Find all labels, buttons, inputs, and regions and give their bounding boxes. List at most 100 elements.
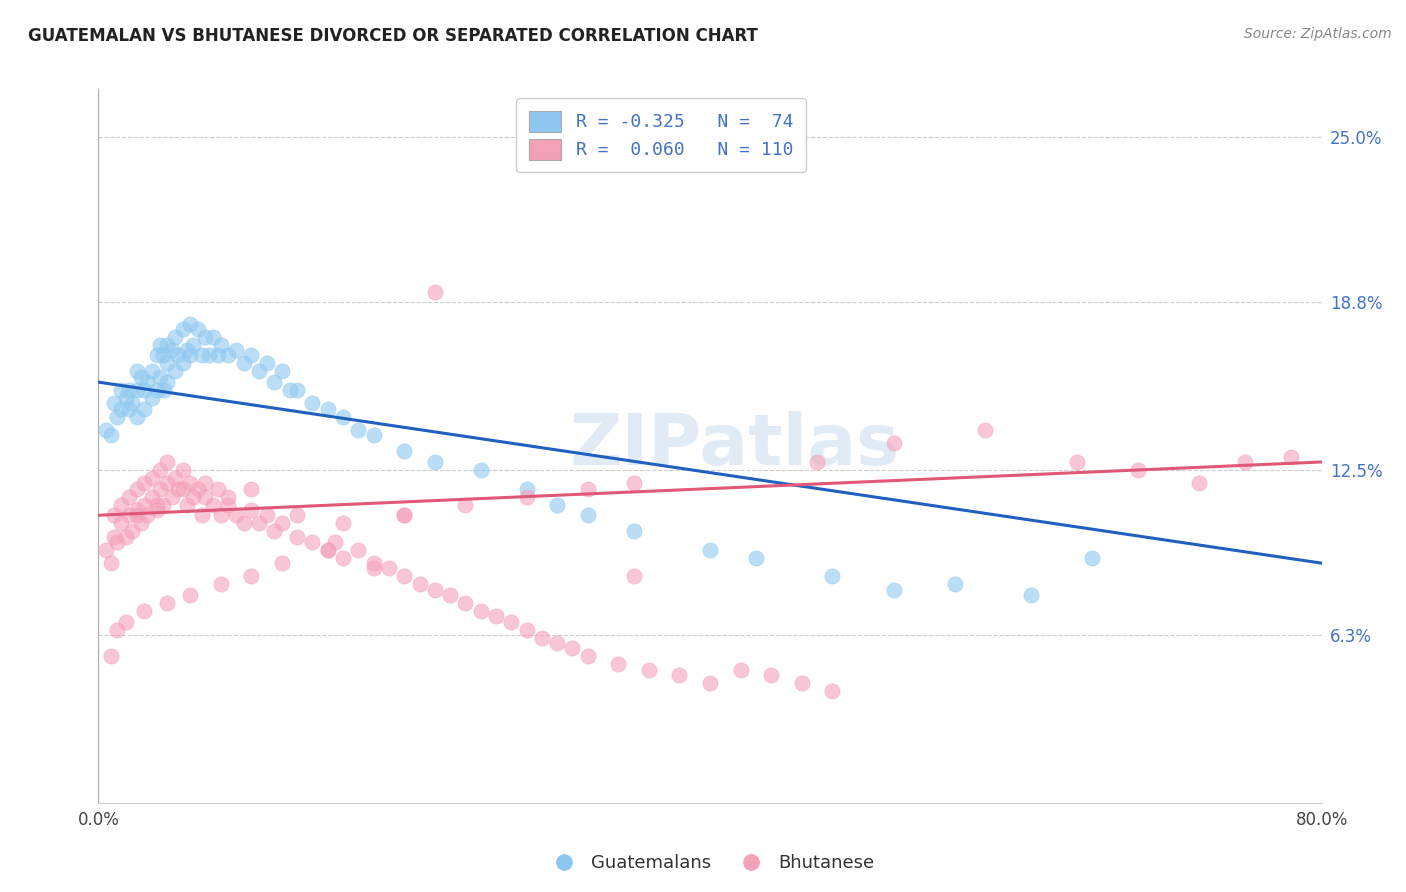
- Point: [423, 455, 446, 469]
- Point: [363, 561, 385, 575]
- Point: [408, 577, 430, 591]
- Point: [136, 375, 159, 389]
- Point: [270, 556, 292, 570]
- Point: [316, 401, 339, 416]
- Point: [181, 490, 204, 504]
- Point: [209, 577, 232, 591]
- Point: [1066, 455, 1088, 469]
- Point: [134, 476, 156, 491]
- Point: [699, 676, 721, 690]
- Point: [125, 383, 148, 397]
- Point: [149, 369, 172, 384]
- Point: [759, 668, 782, 682]
- Point: [121, 524, 143, 539]
- Point: [576, 649, 599, 664]
- Point: [699, 542, 721, 557]
- Point: [423, 582, 446, 597]
- Point: [115, 529, 138, 543]
- Point: [285, 529, 308, 543]
- Point: [730, 663, 752, 677]
- Point: [821, 684, 844, 698]
- Point: [191, 508, 214, 523]
- Point: [149, 482, 172, 496]
- Point: [129, 369, 152, 384]
- Point: [247, 516, 270, 531]
- Point: [561, 641, 583, 656]
- Point: [263, 524, 285, 539]
- Point: [256, 356, 278, 370]
- Point: [110, 401, 132, 416]
- Point: [217, 498, 239, 512]
- Point: [167, 482, 190, 496]
- Point: [149, 338, 172, 352]
- Point: [118, 508, 141, 523]
- Point: [225, 343, 247, 358]
- Point: [285, 383, 308, 397]
- Point: [637, 663, 661, 677]
- Point: [316, 542, 339, 557]
- Point: [285, 508, 308, 523]
- Point: [125, 409, 148, 424]
- Point: [1188, 476, 1211, 491]
- Point: [209, 508, 232, 523]
- Text: GUATEMALAN VS BHUTANESE DIVORCED OR SEPARATED CORRELATION CHART: GUATEMALAN VS BHUTANESE DIVORCED OR SEPA…: [28, 27, 758, 45]
- Point: [141, 391, 163, 405]
- Point: [332, 409, 354, 424]
- Point: [668, 668, 690, 682]
- Point: [167, 349, 190, 363]
- Point: [1128, 463, 1150, 477]
- Point: [530, 631, 553, 645]
- Point: [105, 534, 128, 549]
- Point: [197, 349, 219, 363]
- Point: [103, 508, 125, 523]
- Point: [194, 490, 217, 504]
- Point: [118, 490, 141, 504]
- Point: [439, 588, 461, 602]
- Point: [134, 498, 156, 512]
- Point: [172, 463, 194, 477]
- Point: [316, 542, 339, 557]
- Point: [576, 508, 599, 523]
- Point: [607, 657, 630, 672]
- Point: [105, 409, 128, 424]
- Point: [134, 383, 156, 397]
- Point: [301, 396, 323, 410]
- Point: [118, 383, 141, 397]
- Point: [187, 322, 209, 336]
- Point: [156, 356, 179, 370]
- Point: [152, 498, 174, 512]
- Point: [125, 482, 148, 496]
- Point: [145, 383, 167, 397]
- Point: [100, 649, 122, 664]
- Point: [141, 364, 163, 378]
- Point: [100, 556, 122, 570]
- Point: [115, 391, 138, 405]
- Point: [134, 401, 156, 416]
- Point: [209, 338, 232, 352]
- Point: [125, 508, 148, 523]
- Point: [94, 423, 117, 437]
- Point: [501, 615, 523, 629]
- Point: [172, 482, 194, 496]
- Point: [1234, 455, 1257, 469]
- Point: [115, 615, 138, 629]
- Point: [172, 322, 194, 336]
- Point: [125, 364, 148, 378]
- Point: [974, 423, 997, 437]
- Point: [1279, 450, 1302, 464]
- Point: [363, 428, 385, 442]
- Point: [516, 623, 538, 637]
- Point: [156, 375, 179, 389]
- Point: [883, 582, 905, 597]
- Point: [118, 401, 141, 416]
- Point: [149, 463, 172, 477]
- Point: [153, 383, 176, 397]
- Point: [821, 569, 844, 583]
- Point: [110, 498, 132, 512]
- Point: [392, 569, 416, 583]
- Point: [181, 338, 204, 352]
- Point: [207, 482, 229, 496]
- Point: [145, 503, 167, 517]
- Point: [187, 482, 209, 496]
- Point: [1081, 550, 1104, 565]
